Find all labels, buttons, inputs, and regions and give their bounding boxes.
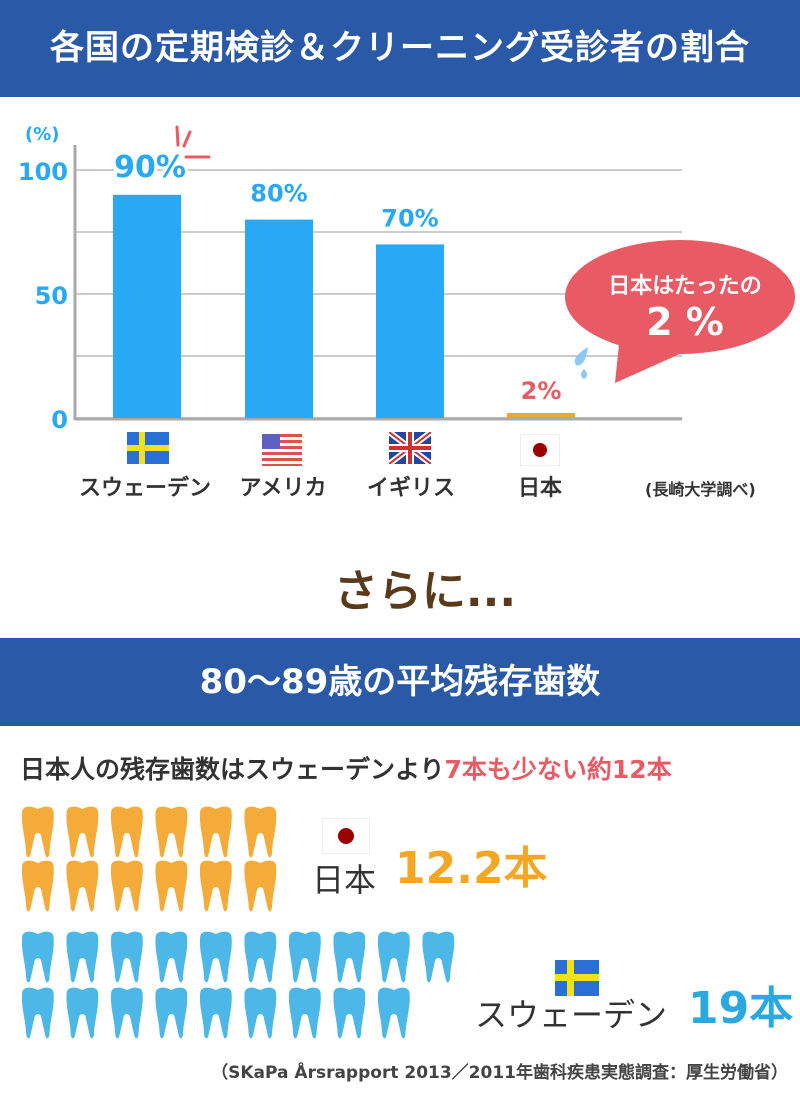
tooth-icon (244, 931, 277, 983)
tooth-icon (66, 987, 99, 1039)
tooth-icon (21, 860, 54, 912)
y-tick-label: 100 (18, 158, 68, 186)
bar (507, 413, 575, 418)
chart-source: (長崎大学調べ) (645, 480, 756, 499)
transition-text: さらに... (333, 566, 517, 617)
sweden-value: 19本 (688, 983, 794, 1034)
tooth-icon (155, 860, 188, 912)
sweden-flag-icon (127, 432, 169, 464)
tooth-icon (155, 987, 188, 1039)
sweden-label: スウェーデン (475, 996, 668, 1034)
tooth-icon (244, 806, 277, 858)
tooth-icon (244, 987, 277, 1039)
lead-highlight: 7本も少ない約12本 (444, 755, 672, 784)
x-label-uk: イギリス (366, 476, 456, 501)
tooth-icon (199, 860, 232, 912)
tooth-icon (110, 860, 143, 912)
x-label-japan: 日本 (517, 476, 563, 501)
tooth-icon (333, 931, 366, 983)
tooth-icon (377, 931, 410, 983)
emphasis-marks-icon (175, 125, 211, 159)
tooth-icon (155, 931, 188, 983)
usa-flag-icon (262, 434, 302, 466)
lead-prefix: 日本人の残存歯数はスウェーデンより (20, 755, 445, 784)
callout-bubble (565, 240, 795, 383)
tooth-icon (199, 806, 232, 858)
tooth-icon (155, 806, 188, 858)
tooth-icon (66, 931, 99, 983)
bar (376, 244, 444, 418)
bar (113, 194, 181, 418)
callout-line2: 2 % (646, 300, 724, 344)
japan-flag-icon (520, 434, 560, 466)
tooth-icon (199, 987, 232, 1039)
section2-lead: 日本人の残存歯数はスウェーデンより7本も少ない約12本 (20, 750, 672, 786)
tooth-icon (288, 931, 321, 983)
japan-value: 12.2本 (395, 843, 548, 894)
sweat-drop-icon (574, 347, 588, 379)
tooth-icon (422, 931, 455, 983)
chart-title-banner: 各国の定期検診＆クリーニング受診者の割合 (0, 0, 800, 97)
tooth-icon (66, 806, 99, 858)
tooth-icon (244, 860, 277, 912)
tooth-icon (110, 806, 143, 858)
tooth-icon (333, 987, 366, 1039)
uk-flag-icon (389, 432, 431, 464)
data-label: 90% (114, 150, 186, 185)
tooth-icon (21, 931, 54, 983)
tooth-icon (21, 987, 54, 1039)
tooth-icon (21, 806, 54, 858)
data-label: 2% (521, 377, 562, 405)
tooth-icon (66, 860, 99, 912)
sweden-flag-icon (555, 960, 599, 996)
x-label-sweden: スウェーデン (78, 476, 212, 501)
y-axis-unit: (%) (25, 124, 60, 145)
tooth-icon (110, 987, 143, 1039)
tooth-icon (288, 987, 321, 1039)
y-tick-label: 0 (51, 406, 68, 434)
japan-label: 日本 (312, 861, 377, 899)
y-tick-label: 50 (35, 282, 68, 310)
japan-flag-icon (322, 818, 370, 854)
tooth-icon (377, 987, 410, 1039)
data-label: 80% (250, 180, 307, 208)
section2-banner: 80〜89歳の平均残存歯数 (0, 638, 800, 726)
bar (245, 219, 313, 418)
tooth-icon (110, 931, 143, 983)
section2-source: （SKaPa Årsrapport 2013／2011年歯科疾患実態調査：厚生労… (211, 1063, 788, 1083)
callout-line1: 日本はたったの (608, 274, 762, 299)
tooth-icon (199, 931, 232, 983)
x-label-usa: アメリカ (239, 476, 327, 501)
data-label: 70% (381, 204, 438, 232)
bar-chart: 0 50 100 90% 80% 70% 2% (18, 125, 682, 434)
